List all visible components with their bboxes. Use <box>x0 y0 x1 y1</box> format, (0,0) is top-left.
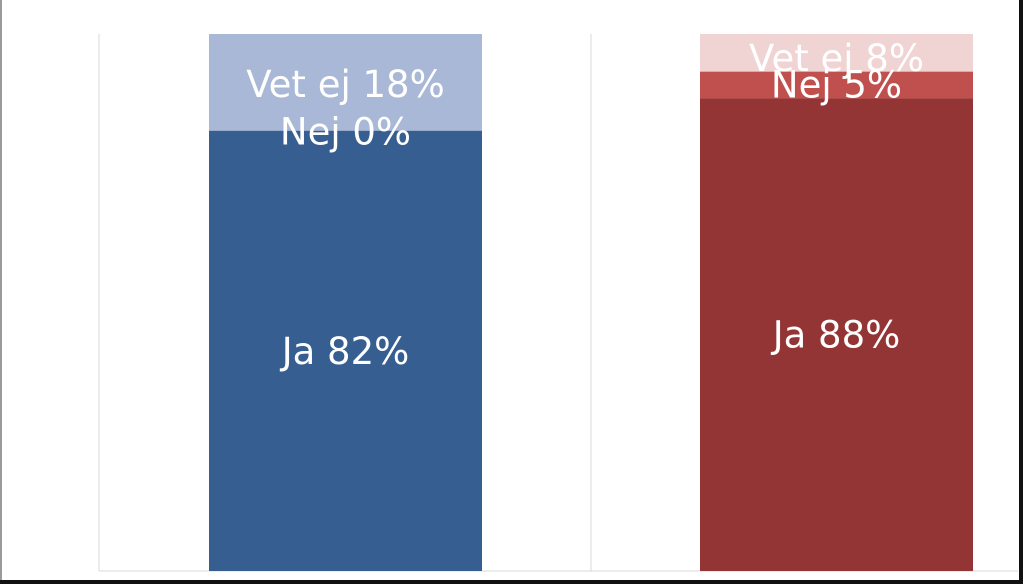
data-label-bar-1-vet-ej: Vet ej 18% <box>246 63 445 106</box>
bar-2-segment-vet-ej <box>700 34 973 72</box>
data-label-bar-1-nej: Nej 0% <box>280 111 411 154</box>
data-label-bar-1-ja: Ja 82% <box>280 330 410 373</box>
data-label-bar-2-vet-ej: Vet ej 8% <box>749 37 924 80</box>
data-label-bar-2-nej: Nej 5% <box>771 64 902 107</box>
frame-bottom-border <box>0 580 1023 584</box>
data-label-bar-2-ja: Ja 88% <box>771 314 901 357</box>
bar-2-segment-nej <box>700 71 973 99</box>
bar-2-segment-ja <box>700 98 973 571</box>
frame-right-border <box>1019 0 1023 584</box>
frame-left-border <box>0 0 2 584</box>
bar-1-segment-vet-ej <box>209 34 482 131</box>
bar-1-segment-ja <box>209 130 482 571</box>
